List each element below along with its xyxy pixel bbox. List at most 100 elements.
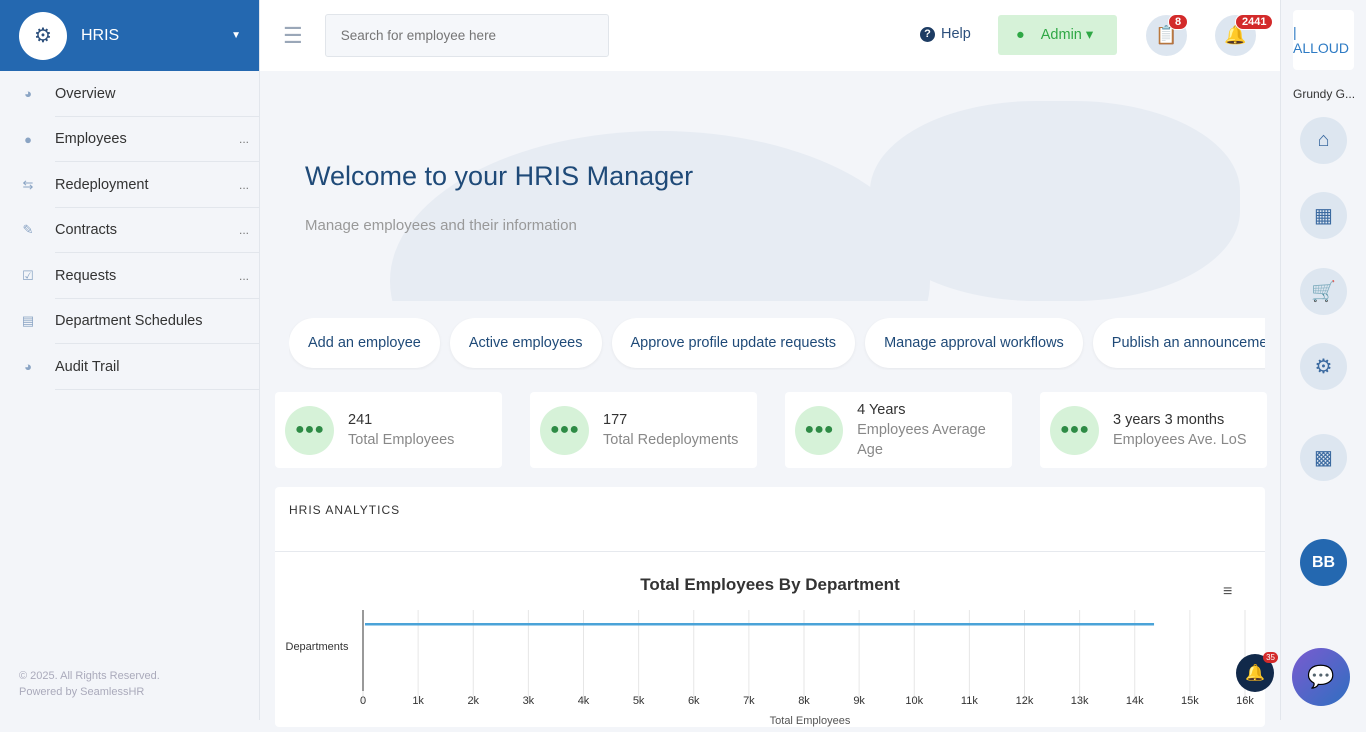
more-icon[interactable]: ... — [238, 177, 249, 192]
topbar: ☰ ?Help ●Admin ▾ 📋8 🔔2441 — [260, 0, 1280, 71]
chart-menu-icon[interactable]: ≡ — [1223, 583, 1232, 600]
x-tick-label: 13k — [1071, 695, 1089, 707]
more-icon[interactable]: ... — [238, 132, 249, 147]
dashboard-icon: ◕ — [24, 86, 32, 102]
help-label: Help — [941, 26, 971, 42]
app-rail: | ALLOUD Grundy G... ⌂ ▦ 🛒 ⚙ ▩ BB — [1280, 0, 1366, 720]
company-name: Grundy G... — [1293, 87, 1356, 101]
sidebar-item-label: Department Schedules — [55, 313, 203, 330]
question-icon: ? — [920, 26, 935, 42]
stat-value: 177 — [603, 412, 628, 428]
notifications-badge: 2441 — [1235, 14, 1274, 30]
welcome-banner: Welcome to your HRIS Manager Manage empl… — [260, 71, 1280, 301]
powered-by: Powered by SeamlessHR — [19, 686, 145, 698]
page-title: Welcome to your HRIS Manager — [305, 161, 694, 191]
bar[interactable] — [365, 623, 1155, 626]
x-tick-label: 4k — [578, 695, 590, 707]
user-gear-icon: ⚙ — [19, 11, 67, 60]
user-edit-icon: ✎ — [22, 222, 34, 238]
x-tick-label: 16k — [1236, 695, 1254, 707]
floating-notifications-button[interactable]: 🔔 35 — [1236, 652, 1278, 692]
background-shape — [390, 131, 930, 301]
stat-value: 241 — [348, 412, 373, 428]
apps-icon[interactable]: ▩ — [1300, 434, 1347, 481]
users-icon: ●●● — [795, 405, 844, 455]
menu-icon[interactable]: ☰ — [283, 22, 303, 48]
clipboard-button[interactable]: 📋 8 — [1146, 14, 1189, 56]
sidebar-item-label: Employees — [55, 131, 127, 148]
x-tick-label: 7k — [743, 695, 755, 707]
chart-title: Total Employees By Department — [640, 575, 900, 594]
x-tick-label: 0 — [360, 695, 366, 707]
search-input[interactable] — [324, 14, 609, 57]
cart-icon[interactable]: 🛒 — [1300, 268, 1347, 315]
sidebar-item-contracts[interactable]: ✎ Contracts... — [0, 208, 259, 254]
more-icon[interactable]: ... — [238, 268, 249, 283]
notifications-button[interactable]: 🔔 2441 — [1215, 14, 1274, 56]
x-tick-label: 6k — [688, 695, 700, 707]
sidebar-item-label: Audit Trail — [55, 358, 120, 375]
stat-card: ●●● 241 Total Employees — [275, 392, 502, 468]
brand-switcher[interactable]: ⚙ HRIS ▼ — [0, 0, 259, 71]
sidebar-item-requests[interactable]: ☑ Requests... — [0, 253, 259, 299]
stats-row: ●●● 241 Total Employees ●●● 177 Total Redeplo… — [275, 392, 1267, 468]
user-icon: ● — [1016, 27, 1025, 43]
x-tick-label: 15k — [1181, 695, 1199, 707]
stat-card: ●●● 4 Years Employees Average Age — [785, 392, 1012, 468]
dashboard-icon: ◕ — [24, 359, 32, 375]
sidebar-item-overview[interactable]: ◕ Overview — [0, 71, 259, 117]
x-tick-label: 8k — [798, 695, 810, 707]
users-icon: ●●● — [540, 405, 589, 455]
quick-action-button[interactable]: Manage approval workflows — [865, 318, 1083, 368]
quick-action-button[interactable]: Active employees — [449, 318, 602, 368]
admin-dropdown[interactable]: ● Admin ▾ — [998, 15, 1117, 55]
y-axis-label: Departments — [286, 641, 349, 653]
employees-by-department-chart: Total Employees By Department ≡ 0 1k 2k 3k 4k 5… — [286, 575, 1255, 727]
chat-button[interactable]: 💬 — [1292, 648, 1350, 706]
footer: © 2025. All Rights Reserved. Powered by … — [19, 668, 160, 700]
stat-card: ●●● 3 years 3 months Employees Ave. LoS — [1040, 392, 1267, 468]
handshake-illustration — [870, 101, 1240, 301]
quick-action-button[interactable]: Add an employee — [289, 318, 440, 368]
sidebar-item-label: Redeployment — [55, 176, 149, 193]
users-icon: ●●● — [1050, 405, 1099, 455]
users-icon: ●●● — [285, 405, 334, 455]
stat-value: 4 Years — [857, 402, 906, 418]
stat-value: 3 years 3 months — [1113, 412, 1225, 428]
page-subtitle: Manage employees and their information — [305, 217, 577, 234]
stat-label: Employees Ave. LoS — [1113, 432, 1247, 448]
quick-action-button[interactable]: Approve profile update requests — [611, 318, 856, 368]
clipboard-badge: 8 — [1168, 14, 1189, 30]
x-tick-label: 12k — [1016, 695, 1034, 707]
admin-label: Admin — [1040, 27, 1082, 43]
quick-action-button[interactable]: Publish an announcement — [1092, 318, 1265, 368]
help-link[interactable]: ? Help — [920, 26, 971, 42]
sidebar: ⚙ HRIS ▼ ◕ Overview ● Employees... ⇆ Redeploy… — [0, 0, 260, 720]
sidebar-item-audit-trail[interactable]: ◕ Audit Trail — [0, 344, 259, 390]
home-icon[interactable]: ⌂ — [1300, 117, 1347, 164]
x-tick-label: 3k — [523, 695, 535, 707]
stat-label: Employees Average Age — [857, 422, 986, 458]
company-logo[interactable]: | ALLOUD — [1293, 10, 1354, 70]
x-tick-label: 10k — [905, 695, 923, 707]
sidebar-item-employees[interactable]: ● Employees... — [0, 117, 259, 163]
more-icon[interactable]: ... — [238, 223, 249, 238]
sidebar-item-redeployment[interactable]: ⇆ Redeployment... — [0, 162, 259, 208]
x-tick-label: 11k — [961, 695, 978, 707]
settings-icon[interactable]: ⚙ — [1300, 343, 1347, 390]
calendar-truck-icon: ▤ — [21, 313, 35, 329]
sidebar-item-label: Overview — [55, 85, 116, 102]
panel-title: HRIS ANALYTICS — [275, 487, 1265, 552]
exchange-icon: ⇆ — [22, 176, 34, 192]
bell-icon: 🔔 — [1224, 25, 1247, 45]
sidebar-item-department-schedules[interactable]: ▤ Department Schedules — [0, 299, 259, 345]
x-tick-label: 9k — [853, 695, 865, 707]
avatar[interactable]: BB — [1300, 539, 1347, 586]
sidebar-item-label: Requests — [55, 267, 117, 284]
x-tick-label: 14k — [1126, 695, 1144, 707]
sidebar-item-label: Contracts — [55, 222, 118, 239]
grid-icon[interactable]: ▦ — [1300, 192, 1347, 239]
stat-card: ●●● 177 Total Redeployments — [530, 392, 757, 468]
x-axis-label: Total Employees — [770, 715, 851, 727]
chat-icon: 💬 — [1307, 664, 1335, 689]
